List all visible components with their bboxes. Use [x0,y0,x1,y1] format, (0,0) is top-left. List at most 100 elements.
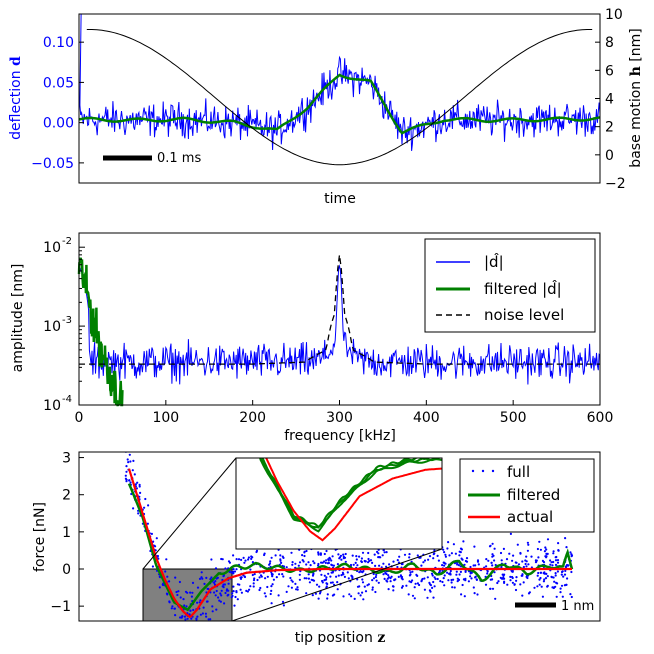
panel2-xtick-label: 500 [500,410,527,426]
point-full [459,570,462,574]
point-full [443,574,446,577]
point-full [170,607,173,610]
point-full [377,581,380,584]
point-full [551,564,554,567]
panel3-frame [78,451,601,622]
point-full [271,575,274,578]
panel1-ytick-right-label: −2 [605,176,626,192]
panel1-ytick-right-label: 4 [605,92,614,108]
point-full [177,590,180,593]
point-full [400,586,404,589]
point-full [408,556,411,559]
point-full [309,564,312,567]
point-full [282,575,285,578]
point-full [521,560,524,563]
point-full [127,446,129,448]
point-full [178,622,180,624]
point-full [372,572,375,576]
point-full [224,567,227,570]
point-full [448,554,451,557]
point-full [190,617,193,620]
point-full [431,586,434,590]
point-full [554,572,557,575]
panel2-xlabel: frequency [kHz] [284,428,396,444]
point-full [484,583,488,586]
point-full [381,554,384,557]
point-full [356,585,360,588]
point-full [340,558,343,561]
point-full [263,552,266,555]
legend-label-noise-level: noise level [484,306,564,324]
point-full [155,537,158,540]
point-full [432,557,435,560]
point-full [232,572,235,575]
point-full [250,555,253,558]
point-full [362,598,365,601]
point-full [321,579,324,583]
point-full [475,578,478,582]
point-full [487,559,490,562]
point-full [285,590,288,594]
point-full [220,557,223,561]
point-full [227,582,230,585]
point-full [360,560,363,563]
point-full [485,565,488,568]
panel3-ytick-label: 2 [62,488,71,504]
point-full [486,570,489,573]
point-full [180,616,183,619]
point-full [460,548,463,551]
point-full [374,590,377,594]
point-full [346,571,349,574]
panel1-ylabel: deflection d [8,56,24,140]
point-full [321,561,324,564]
point-full [187,632,189,634]
point-full [204,612,207,615]
point-full [253,577,256,580]
point-full [545,572,548,576]
point-full [131,469,134,472]
point-full [561,595,564,598]
point-full [298,573,301,576]
point-full [436,577,439,581]
point-full [133,473,136,476]
point-full [247,556,250,559]
point-full [235,590,238,593]
point-full [138,485,141,488]
point-full [360,557,363,560]
point-full [242,556,245,560]
point-full [325,576,328,579]
point-full [248,588,251,591]
inset-frame [235,457,443,550]
point-full [210,576,213,579]
point-full [128,479,131,482]
point-full [220,589,223,592]
point-full [393,579,396,582]
point-full [382,562,385,565]
point-full [290,579,293,582]
point-full [136,481,139,484]
point-full [465,560,469,563]
point-full [222,586,225,589]
point-full [423,559,427,562]
point-full [355,558,358,561]
series-amplitude [78,264,601,385]
point-full [506,583,509,586]
point-full [426,596,429,599]
point-full [200,571,203,574]
point-full [327,572,330,575]
point-full [294,562,297,565]
point-full [472,586,475,589]
point-full [331,555,334,558]
point-full [444,562,447,565]
point-full [312,579,316,582]
point-full [534,561,538,564]
point-full [207,618,210,621]
point-full [222,575,225,578]
point-full [411,594,415,597]
point-full [191,581,195,585]
point-full [320,573,323,576]
point-full [166,575,169,578]
point-full [342,555,345,558]
series-base-motion [86,29,593,166]
point-full [493,547,496,550]
